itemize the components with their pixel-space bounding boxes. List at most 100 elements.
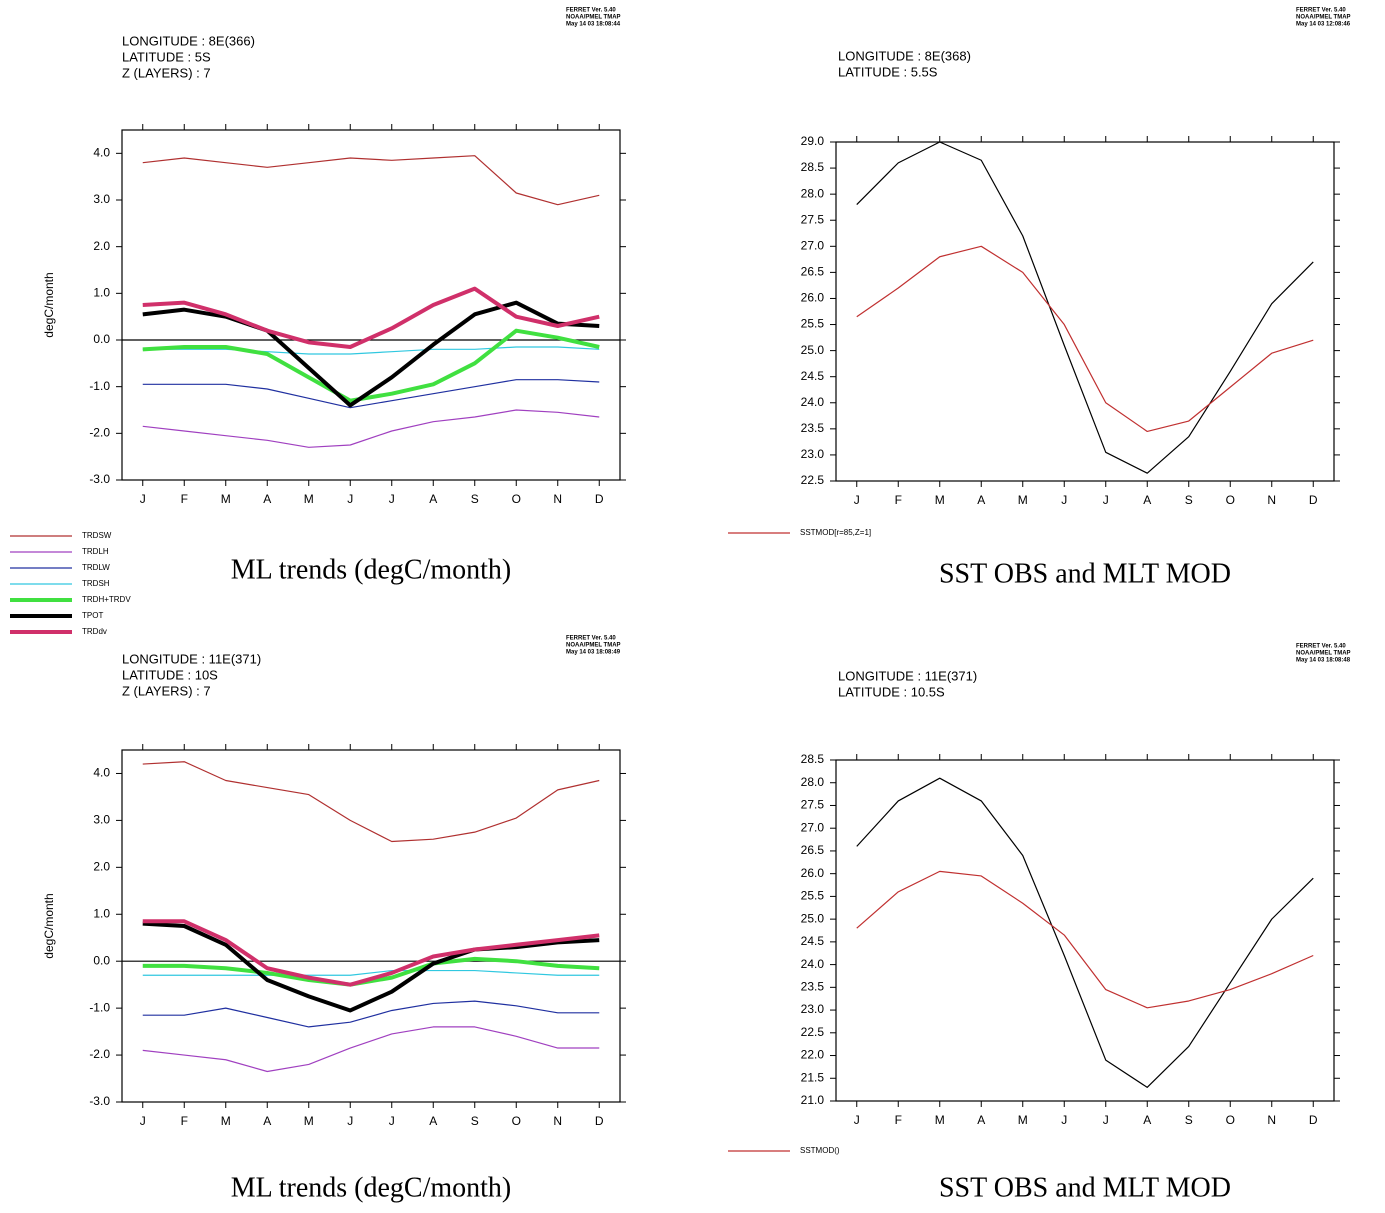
x-tick-label: A (977, 1113, 985, 1127)
y-tick-label: 26.5 (801, 843, 825, 857)
y-tick-label: 26.0 (801, 291, 825, 305)
x-tick-label: A (429, 1114, 437, 1128)
y-tick-label: 1.0 (93, 286, 110, 300)
x-tick-label: A (977, 493, 985, 507)
x-tick-label: J (1103, 493, 1109, 507)
ferret-stamp: May 14 03 18:08:44 (566, 22, 621, 28)
y-tick-label: 25.5 (801, 317, 825, 331)
y-tick-label: 4.0 (93, 766, 110, 780)
x-tick-label: J (389, 492, 395, 506)
y-tick-label: -1.0 (89, 1000, 110, 1014)
series-line (142, 1026, 600, 1073)
legend-label: TRDLW (82, 563, 110, 572)
series-line (142, 155, 600, 206)
y-tick-label: 27.5 (801, 212, 825, 226)
x-tick-label: A (429, 492, 437, 506)
plot-frame (835, 141, 1335, 482)
legend-label: TRDLH (82, 547, 109, 556)
x-tick-label: M (221, 1114, 231, 1128)
y-tick-label: 21.5 (801, 1070, 825, 1084)
x-tick-label: J (140, 1114, 146, 1128)
series-line (142, 969, 600, 976)
x-tick-label: J (1103, 1113, 1109, 1127)
x-tick-label: F (181, 492, 188, 506)
x-tick-label: N (553, 1114, 562, 1128)
y-tick-label: 26.0 (801, 866, 825, 880)
x-tick-label: O (1226, 493, 1235, 507)
ferret-stamp: FERRET Ver. 5.40 (1296, 8, 1346, 14)
location-info: LATITUDE : 5.5S (838, 64, 938, 79)
series-line (142, 921, 600, 1013)
y-tick-label: 24.0 (801, 957, 825, 971)
y-tick-label: 23.0 (801, 447, 825, 461)
x-tick-label: J (347, 492, 353, 506)
y-axis-label: degC/month (42, 893, 56, 958)
x-tick-label: M (1018, 493, 1028, 507)
x-tick-label: D (1309, 493, 1318, 507)
x-tick-label: N (1267, 1113, 1276, 1127)
legend-label: SSTMOD[r=85,Z=1] (800, 528, 871, 537)
x-tick-label: J (347, 1114, 353, 1128)
chart-title: ML trends (degC/month) (231, 1172, 511, 1203)
plot-frame (121, 129, 621, 481)
y-tick-label: -3.0 (89, 1094, 110, 1108)
series-line (856, 245, 1314, 433)
location-info: LATITUDE : 10.5S (838, 684, 945, 699)
x-tick-label: M (304, 492, 314, 506)
location-info: LONGITUDE : 8E(366) (122, 33, 255, 48)
x-tick-label: J (140, 492, 146, 506)
chart-title: SST OBS and MLT MOD (939, 558, 1231, 589)
ferret-stamp: NOAA/PMEL TMAP (1296, 651, 1351, 657)
y-tick-label: 28.5 (801, 160, 825, 174)
y-tick-label: 23.5 (801, 421, 825, 435)
x-tick-label: J (1061, 1113, 1067, 1127)
x-tick-label: F (181, 1114, 188, 1128)
y-tick-label: 2.0 (93, 239, 110, 253)
x-tick-label: M (935, 1113, 945, 1127)
y-tick-label: -3.0 (89, 472, 110, 486)
y-tick-label: 21.0 (801, 1093, 825, 1107)
y-tick-label: 25.5 (801, 889, 825, 903)
x-tick-label: J (1061, 493, 1067, 507)
legend-label: TPOT (82, 611, 103, 620)
x-tick-label: F (895, 1113, 902, 1127)
plot-frame (121, 749, 621, 1103)
y-tick-label: 25.0 (801, 911, 825, 925)
series-line (142, 346, 600, 355)
x-tick-label: M (935, 493, 945, 507)
x-tick-label: D (595, 492, 604, 506)
location-info: LATITUDE : 10S (122, 667, 218, 682)
plot-frame (835, 759, 1335, 1102)
y-tick-label: 28.0 (801, 186, 825, 200)
y-tick-label: -1.0 (89, 379, 110, 393)
x-tick-label: N (1267, 493, 1276, 507)
ferret-stamp: NOAA/PMEL TMAP (566, 643, 621, 649)
y-tick-label: 4.0 (93, 146, 110, 160)
x-tick-label: J (854, 493, 860, 507)
y-tick-label: 24.0 (801, 395, 825, 409)
series-line (142, 919, 600, 987)
x-tick-label: O (512, 1114, 521, 1128)
y-tick-label: 28.0 (801, 775, 825, 789)
y-tick-label: 25.0 (801, 343, 825, 357)
y-tick-label: 24.5 (801, 369, 825, 383)
series-line (142, 956, 600, 987)
x-tick-label: A (263, 492, 271, 506)
y-tick-label: 0.0 (93, 953, 110, 967)
series-line (856, 777, 1314, 1088)
series-line (142, 379, 600, 409)
y-tick-label: 24.5 (801, 934, 825, 948)
x-tick-label: M (304, 1114, 314, 1128)
y-tick-label: 23.5 (801, 980, 825, 994)
y-tick-label: -2.0 (89, 426, 110, 440)
ferret-stamp: May 14 03 18:08:49 (566, 650, 621, 656)
x-tick-label: S (1185, 493, 1193, 507)
y-tick-label: 26.5 (801, 265, 825, 279)
series-line (142, 286, 600, 349)
x-tick-label: A (1143, 1113, 1151, 1127)
ferret-stamp: May 14 03 18:08:48 (1296, 658, 1351, 664)
series-line (142, 1000, 600, 1028)
y-tick-label: 28.5 (801, 752, 825, 766)
y-tick-label: 3.0 (93, 192, 110, 206)
series-line (142, 409, 600, 448)
